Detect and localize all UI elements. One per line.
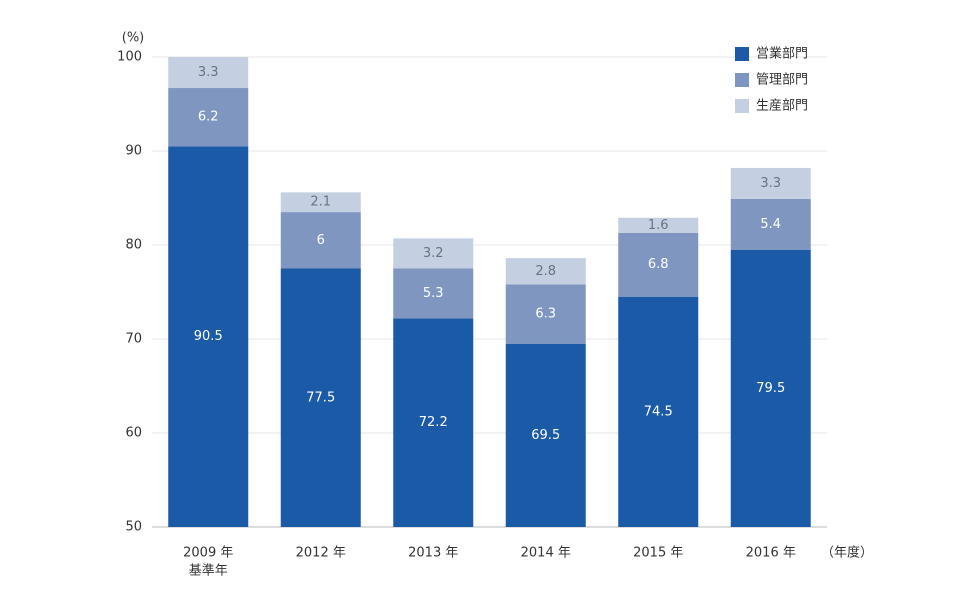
y-tick-label: 100 [117,50,142,65]
data-label: 3.3 [198,65,219,80]
legend-label: 営業部門 [756,46,808,62]
bar-segment [393,318,474,527]
bar-segment [618,296,699,527]
legend-label: 管理部門 [756,73,808,88]
bar-segment [730,198,811,250]
x-axis-label: （年度） [821,545,873,561]
data-label: 3.2 [423,246,444,261]
data-label: 90.5 [194,329,223,344]
bar-segment [730,167,811,199]
data-label: 2.8 [535,264,556,279]
data-label: 6.2 [198,110,219,125]
y-tick-label: 80 [125,238,142,253]
bar-segment [280,212,361,269]
data-label: 74.5 [644,404,673,419]
bar-segment [393,268,474,319]
legend-swatch [735,47,749,61]
y-axis-label: (%) [122,31,145,46]
legend-label: 生産部門 [756,98,808,114]
y-tick-label: 90 [125,144,142,159]
data-label: 1.6 [648,218,669,233]
data-label: 6 [317,233,325,248]
data-label: 5.4 [760,217,781,232]
base-year-label: 基準年 [189,563,228,579]
bar-segment [505,258,586,285]
data-label: 72.2 [419,415,448,430]
y-tick-label: 70 [125,332,142,347]
x-tick-label: 2016 年 [746,546,796,561]
x-tick-label: 2009 年 [183,546,233,561]
data-label: 3.3 [760,176,781,191]
x-tick-label: 2013 年 [408,546,458,561]
data-label: 2.1 [310,195,331,210]
bar-segment [280,268,361,527]
x-tick-label: 2015 年 [633,546,683,561]
bar-segment [505,343,586,527]
bar-segment [280,192,361,213]
bar-segment [393,238,474,269]
data-label: 5.3 [423,286,444,301]
data-label: 6.8 [648,257,669,272]
data-label: 69.5 [531,428,560,443]
x-tick-label: 2012 年 [296,546,346,561]
legend-swatch [735,99,749,113]
bar-segment [168,57,249,89]
y-tick-label: 50 [125,520,142,535]
legend-swatch [735,73,749,87]
data-label: 79.5 [756,381,785,396]
x-tick-label: 2014 年 [521,546,571,561]
data-label: 6.3 [535,307,556,322]
y-tick-label: 60 [125,426,142,441]
data-label: 77.5 [306,390,335,405]
bar-segment [618,217,699,233]
bar-segment [618,232,699,297]
bar-segment [505,284,586,344]
bar-segment [168,88,249,147]
bar-segment [168,146,249,528]
bar-segment [730,249,811,527]
